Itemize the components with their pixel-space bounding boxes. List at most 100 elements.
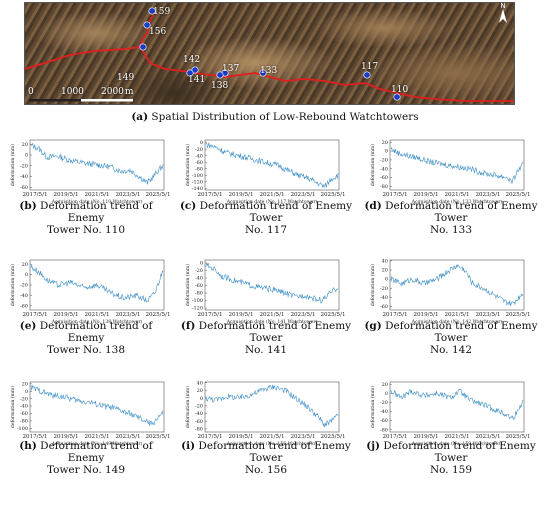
- deformation-series-line: [390, 388, 524, 421]
- x-tick-label: 2019/5/1: [413, 434, 438, 440]
- panel-caption: (e) Deformation trend of Enemy Tower No. …: [2, 320, 170, 356]
- y-tick-label: -120: [192, 306, 203, 312]
- caption-line-1: Deformation trend of Enemy: [36, 200, 153, 224]
- caption-letter: (c): [179, 200, 197, 212]
- tower-label: 117: [361, 62, 379, 72]
- y-tick-label: 0: [385, 391, 388, 397]
- x-tick-label: 2021/5/1: [84, 312, 109, 318]
- x-tick-label: 2021/5/1: [259, 192, 284, 198]
- panel-caption: (j) Deformation trend of Enemy Tower No. …: [362, 440, 540, 476]
- y-tick-label: 0: [200, 396, 203, 402]
- y-tick-label: -20: [20, 163, 28, 169]
- x-tick-label: 2019/5/1: [53, 192, 78, 198]
- y-axis-label: deformation (mm): [184, 264, 191, 306]
- y-tick-label: -20: [20, 283, 28, 289]
- y-tick-label: 20: [197, 388, 203, 394]
- y-tick-label: -20: [195, 403, 203, 409]
- tower-marker-110: [393, 93, 401, 101]
- y-tick-label: -140: [192, 186, 203, 192]
- x-tick-label: 2021/5/1: [444, 434, 469, 440]
- y-tick-label: -20: [195, 147, 203, 153]
- plot-frame: [389, 139, 525, 191]
- x-tick-label: 2019/5/1: [228, 434, 253, 440]
- x-tick-label: 2017/5/1: [197, 312, 222, 318]
- y-tick-label: 20: [22, 142, 28, 148]
- plot-frame: [204, 381, 340, 433]
- y-tick-label: -120: [192, 179, 203, 185]
- x-axis-label: Acquisition date (No. 117 Watchtower): [226, 198, 318, 205]
- deformation-chart: 40 20 0 -20 -40 -60 -80 deformation (mm) 2017/5/…: [183, 378, 346, 456]
- watchtower-route: [25, 10, 514, 102]
- tower-label: 138: [211, 81, 229, 91]
- x-tick-label: 2017/5/1: [382, 434, 407, 440]
- x-tick-label: 2021/5/1: [84, 192, 109, 198]
- y-tick-label: -20: [380, 158, 388, 164]
- x-tick-label: 2023/5/1: [290, 434, 315, 440]
- panel-caption: (i) Deformation trend of Enemy Tower No. …: [177, 440, 355, 476]
- x-axis-label: Acquisition date (No. 142 Watchtower): [411, 318, 503, 325]
- x-tick-label: 2021/5/1: [84, 434, 109, 440]
- x-tick-label: 2025/5/1: [320, 192, 345, 198]
- x-tick-label: 2023/5/1: [290, 192, 315, 198]
- x-tick-label: 2017/5/1: [22, 192, 47, 198]
- x-tick-label: 2021/5/1: [444, 312, 469, 318]
- y-tick-label: 20: [382, 140, 388, 146]
- panel-caption: (b) Deformation trend of Enemy Tower No. …: [2, 200, 170, 236]
- y-tick-label: 0: [25, 389, 28, 395]
- map-image: N 159 156 149 142 141 137 138 133 117 11…: [24, 2, 515, 105]
- caption-line-1: Deformation trend of Enemy Tower: [381, 320, 538, 344]
- x-tick-label: 2019/5/1: [413, 192, 438, 198]
- caption-letter: (e): [19, 320, 37, 332]
- tower-marker-156: [143, 21, 151, 29]
- tower-label: 141: [188, 75, 206, 85]
- x-tick-label: 2021/5/1: [259, 312, 284, 318]
- caption-text: Spatial Distribution of Low-Rebound Watc…: [151, 111, 419, 123]
- deformation-series-line: [30, 384, 164, 427]
- caption-line-2: Tower No. 138: [46, 344, 126, 356]
- tower-label: 159: [153, 7, 171, 17]
- y-tick-label: 20: [382, 382, 388, 388]
- y-tick-label: 40: [197, 380, 203, 386]
- x-tick-label: 2017/5/1: [197, 192, 222, 198]
- y-tick-label: -100: [192, 298, 203, 304]
- y-axis-label: deformation (mm): [9, 386, 16, 428]
- y-axis-label: deformation (mm): [369, 144, 376, 186]
- x-axis-label: Acquisition date (No. 110 Watchtower): [51, 198, 143, 205]
- tower-marker-133: [259, 69, 267, 77]
- y-tick-label: -60: [195, 283, 203, 289]
- x-axis-label: Acquisition date (No. 156 Watchtower): [226, 440, 318, 447]
- tower-label: 137: [222, 64, 240, 74]
- caption-letter: (f): [180, 320, 196, 332]
- panel-caption: (f) Deformation trend of Enemy Tower No. …: [177, 320, 355, 356]
- map-caption: (a) Spatial Distribution of Low-Rebound …: [0, 111, 550, 123]
- x-tick-label: 2019/5/1: [228, 312, 253, 318]
- y-tick-label: 40: [382, 259, 388, 265]
- deformation-chart: 40 20 0 -20 -40 -60 deformation (mm) 2017/5/1 20…: [368, 256, 531, 334]
- y-tick-label: -60: [20, 185, 28, 191]
- x-tick-label: 2023/5/1: [115, 434, 140, 440]
- y-tick-label: -40: [20, 174, 28, 180]
- y-tick-label: 0: [25, 272, 28, 278]
- y-tick-label: -20: [380, 286, 388, 292]
- y-tick-label: -80: [195, 291, 203, 297]
- caption-letter: (b): [19, 200, 37, 212]
- tower-marker-117: [363, 71, 371, 79]
- y-tick-label: -60: [380, 418, 388, 424]
- caption-line-2: Tower No. 110: [46, 224, 126, 236]
- deformation-series-line: [390, 264, 524, 307]
- x-tick-label: 2019/5/1: [228, 192, 253, 198]
- x-tick-label: 2025/5/1: [505, 312, 530, 318]
- y-tick-label: -40: [380, 409, 388, 415]
- caption-letter: (i): [181, 440, 196, 452]
- y-axis-label: deformation (mm): [369, 386, 376, 428]
- y-axis-label: deformation (mm): [184, 386, 191, 428]
- plot-frame: [389, 259, 525, 311]
- deformation-chart: 0 -20 -40 -60 -80 -100 -120 deformation (mm) 201…: [183, 256, 346, 334]
- y-tick-label: -20: [195, 268, 203, 274]
- plot-frame: [29, 139, 165, 191]
- caption-line-2: Tower No. 149: [46, 464, 126, 476]
- deformation-series-line: [30, 264, 164, 303]
- y-tick-label: -40: [195, 276, 203, 282]
- x-axis-label: Acquisition date (No. 159 Watchtower): [411, 440, 503, 447]
- caption-letter: (a): [131, 111, 149, 123]
